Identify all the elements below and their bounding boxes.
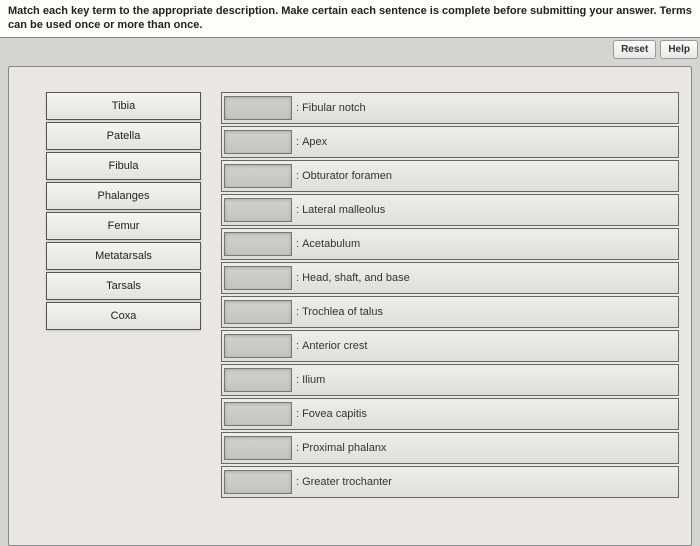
description-row: : Ilium xyxy=(221,364,679,396)
drop-zone[interactable] xyxy=(224,368,292,392)
description-row: : Head, shaft, and base xyxy=(221,262,679,294)
term-item[interactable]: Phalanges xyxy=(46,182,201,210)
description-text: Acetabulum xyxy=(302,238,360,250)
colon-separator: : xyxy=(296,476,299,488)
description-row: : Anterior crest xyxy=(221,330,679,362)
term-item[interactable]: Femur xyxy=(46,212,201,240)
description-text: Greater trochanter xyxy=(302,476,392,488)
description-text: Ilium xyxy=(302,374,325,386)
description-row: : Obturator foramen xyxy=(221,160,679,192)
drop-zone[interactable] xyxy=(224,266,292,290)
description-row: : Fibular notch xyxy=(221,92,679,124)
term-item[interactable]: Fibula xyxy=(46,152,201,180)
colon-separator: : xyxy=(296,374,299,386)
description-row: : Greater trochanter xyxy=(221,466,679,498)
description-row: : Trochlea of talus xyxy=(221,296,679,328)
term-item[interactable]: Coxa xyxy=(46,302,201,330)
help-button[interactable]: Help xyxy=(660,40,698,59)
colon-separator: : xyxy=(296,170,299,182)
description-row: : Apex xyxy=(221,126,679,158)
instructions-text: Match each key term to the appropriate d… xyxy=(0,0,700,38)
description-row: : Lateral malleolus xyxy=(221,194,679,226)
description-row: : Acetabulum xyxy=(221,228,679,260)
description-row: : Fovea capitis xyxy=(221,398,679,430)
description-text: Trochlea of talus xyxy=(302,306,383,318)
description-text: Fovea capitis xyxy=(302,408,367,420)
drop-zone[interactable] xyxy=(224,300,292,324)
term-item[interactable]: Tibia xyxy=(46,92,201,120)
drop-zone[interactable] xyxy=(224,164,292,188)
term-item[interactable]: Patella xyxy=(46,122,201,150)
description-text: Apex xyxy=(302,136,327,148)
drop-zone[interactable] xyxy=(224,198,292,222)
colon-separator: : xyxy=(296,238,299,250)
description-text: Obturator foramen xyxy=(302,170,392,182)
drop-zone[interactable] xyxy=(224,436,292,460)
term-item[interactable]: Tarsals xyxy=(46,272,201,300)
drop-zone[interactable] xyxy=(224,130,292,154)
reset-button[interactable]: Reset xyxy=(613,40,656,59)
colon-separator: : xyxy=(296,306,299,318)
colon-separator: : xyxy=(296,204,299,216)
term-item[interactable]: Metatarsals xyxy=(46,242,201,270)
description-text: Fibular notch xyxy=(302,102,366,114)
drop-zone[interactable] xyxy=(224,232,292,256)
descriptions-column: : Fibular notch : Apex : Obturator foram… xyxy=(221,92,679,498)
drop-zone[interactable] xyxy=(224,96,292,120)
colon-separator: : xyxy=(296,272,299,284)
content-area: Tibia Patella Fibula Phalanges Femur Met… xyxy=(21,92,679,498)
drop-zone[interactable] xyxy=(224,402,292,426)
colon-separator: : xyxy=(296,408,299,420)
drop-zone[interactable] xyxy=(224,470,292,494)
description-text: Anterior crest xyxy=(302,340,367,352)
terms-column: Tibia Patella Fibula Phalanges Femur Met… xyxy=(46,92,201,498)
colon-separator: : xyxy=(296,102,299,114)
exercise-panel: Tibia Patella Fibula Phalanges Femur Met… xyxy=(8,66,692,546)
toolbar: Reset Help xyxy=(613,40,698,59)
colon-separator: : xyxy=(296,442,299,454)
description-text: Lateral malleolus xyxy=(302,204,385,216)
colon-separator: : xyxy=(296,136,299,148)
description-text: Head, shaft, and base xyxy=(302,272,410,284)
drop-zone[interactable] xyxy=(224,334,292,358)
colon-separator: : xyxy=(296,340,299,352)
description-text: Proximal phalanx xyxy=(302,442,386,454)
description-row: : Proximal phalanx xyxy=(221,432,679,464)
